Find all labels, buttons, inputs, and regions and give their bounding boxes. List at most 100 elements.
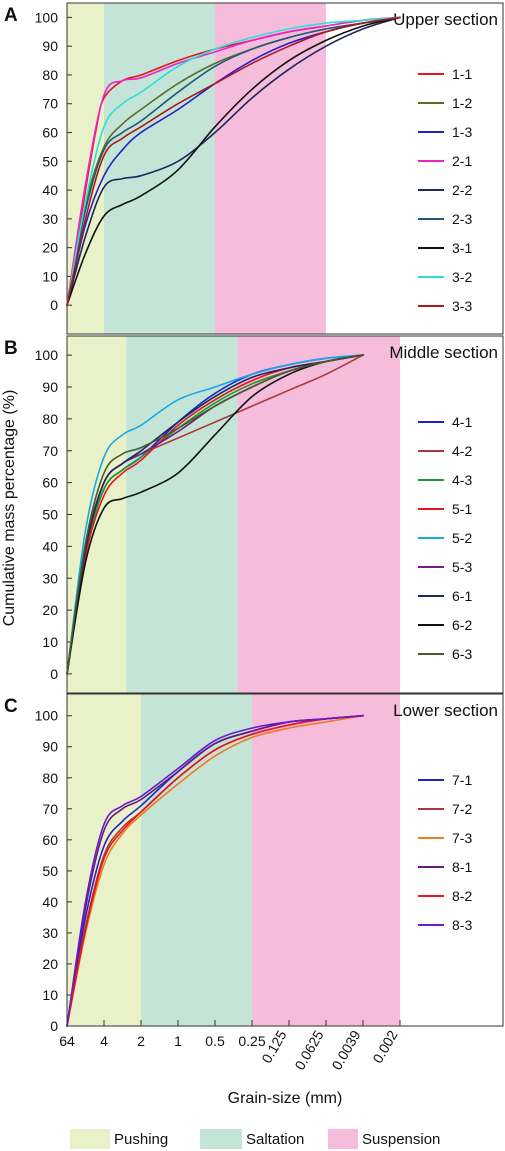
legend-label-8-1: 8-1 bbox=[452, 859, 472, 875]
y-tick-label: 90 bbox=[42, 739, 58, 755]
zone-suspension bbox=[215, 3, 326, 334]
panel-label: B bbox=[4, 338, 18, 359]
zone-legend-label-suspension: Suspension bbox=[362, 1131, 440, 1148]
y-tick-label: 30 bbox=[42, 211, 58, 227]
zone-suspension bbox=[252, 694, 400, 1026]
legend-label-7-2: 7-2 bbox=[452, 801, 472, 817]
series-line-7-3 bbox=[66, 714, 364, 1027]
x-tick-label: 0.0039 bbox=[328, 1027, 363, 1072]
section-title: Lower section bbox=[393, 701, 498, 720]
y-tick-label: 80 bbox=[42, 411, 58, 427]
y-tick-label: 100 bbox=[35, 708, 59, 724]
zone-saltation bbox=[126, 336, 238, 693]
y-tick-label: 40 bbox=[42, 182, 58, 198]
y-tick-label: 20 bbox=[42, 240, 58, 256]
y-tick-label: 90 bbox=[42, 379, 58, 395]
zone-legend-label-pushing: Pushing bbox=[114, 1131, 168, 1148]
y-tick-label: 10 bbox=[42, 268, 58, 284]
legend-label-8-3: 8-3 bbox=[452, 917, 472, 933]
series-line-6-3 bbox=[66, 354, 364, 675]
legend-label-5-3: 5-3 bbox=[452, 559, 472, 575]
zone-legend-swatch-saltation bbox=[200, 1129, 242, 1149]
y-tick-label: 20 bbox=[42, 956, 58, 972]
section-title: Middle section bbox=[389, 343, 498, 362]
y-tick-label: 10 bbox=[42, 634, 58, 650]
plot-frame bbox=[66, 2, 504, 335]
plot-frame bbox=[66, 693, 504, 1027]
zone-suspension bbox=[237, 336, 400, 693]
zone-legend-swatch-pushing bbox=[70, 1129, 110, 1149]
y-tick-label: 60 bbox=[42, 125, 58, 141]
y-tick-label: 50 bbox=[42, 153, 58, 169]
legend-label-6-3: 6-3 bbox=[452, 646, 472, 662]
y-tick-label: 60 bbox=[42, 832, 58, 848]
y-tick-label: 30 bbox=[42, 570, 58, 586]
legend-label-4-3: 4-3 bbox=[452, 472, 472, 488]
y-tick-label: 80 bbox=[42, 770, 58, 786]
y-tick-label: 40 bbox=[42, 894, 58, 910]
section-title: Upper section bbox=[393, 10, 498, 29]
x-tick-label: 0.0625 bbox=[291, 1027, 326, 1072]
series-legend: 7-1 7-2 7-3 8-1 8-2 8-3 bbox=[418, 772, 472, 933]
legend-label-1-1: 1-1 bbox=[452, 66, 472, 82]
x-tick-label: 4 bbox=[100, 1033, 108, 1049]
y-tick-label: 0 bbox=[50, 297, 58, 313]
zone-saltation bbox=[104, 3, 215, 334]
zone-legend: Pushing Saltation Suspension bbox=[70, 1129, 440, 1149]
x-tick-label: 1 bbox=[174, 1033, 182, 1049]
panel-label: C bbox=[4, 696, 18, 717]
legend-label-7-3: 7-3 bbox=[452, 830, 472, 846]
legend-label-2-2: 2-2 bbox=[452, 182, 472, 198]
legend-label-1-3: 1-3 bbox=[452, 124, 472, 140]
y-tick-label: 70 bbox=[42, 443, 58, 459]
legend-label-6-1: 6-1 bbox=[452, 588, 472, 604]
y-tick-label: 60 bbox=[42, 475, 58, 491]
series-line-5-2 bbox=[66, 354, 364, 675]
panel-label: A bbox=[4, 5, 18, 26]
legend-label-3-1: 3-1 bbox=[452, 240, 472, 256]
y-tick-label: 0 bbox=[50, 666, 58, 682]
x-tick-label: 2 bbox=[137, 1033, 145, 1049]
series-line-2-1 bbox=[66, 16, 401, 306]
y-tick-label: 0 bbox=[50, 1018, 58, 1034]
y-axis-title: Cumulative mass percentage (%) bbox=[1, 390, 18, 627]
x-tick-label: 0.5 bbox=[205, 1033, 225, 1049]
legend-label-4-1: 4-1 bbox=[452, 414, 472, 430]
panel-b: 0 10 20 30 40 50 60 70 80 90 100 B Middle section 4-1… bbox=[4, 335, 504, 694]
y-tick-label: 20 bbox=[42, 602, 58, 618]
y-tick-label: 100 bbox=[35, 347, 59, 363]
legend-label-4-2: 4-2 bbox=[452, 443, 472, 459]
series-line-8-2 bbox=[66, 714, 364, 1027]
series-line-2-2 bbox=[66, 16, 401, 306]
x-tick-label: 0.25 bbox=[238, 1033, 265, 1049]
legend-label-5-2: 5-2 bbox=[452, 530, 472, 546]
x-tick-label: 0.002 bbox=[369, 1027, 400, 1066]
legend-label-3-2: 3-2 bbox=[452, 269, 472, 285]
legend-label-3-3: 3-3 bbox=[452, 298, 472, 314]
legend-label-2-1: 2-1 bbox=[452, 153, 472, 169]
legend-label-8-2: 8-2 bbox=[452, 888, 472, 904]
zone-saltation bbox=[141, 694, 252, 1026]
y-tick-label: 50 bbox=[42, 507, 58, 523]
series-line-3-2 bbox=[66, 16, 401, 306]
zone-legend-swatch-suspension bbox=[328, 1129, 358, 1149]
legend-label-7-1: 7-1 bbox=[452, 772, 472, 788]
y-tick-label: 40 bbox=[42, 538, 58, 554]
series-line-2-3 bbox=[66, 16, 401, 306]
series-line-6-1 bbox=[66, 354, 364, 675]
legend-label-1-2: 1-2 bbox=[452, 95, 472, 111]
y-tick-label: 50 bbox=[42, 863, 58, 879]
y-tick-label: 100 bbox=[35, 9, 59, 25]
zone-legend-label-saltation: Saltation bbox=[246, 1131, 304, 1148]
series-line-6-2 bbox=[66, 354, 364, 675]
legend-label-6-2: 6-2 bbox=[452, 617, 472, 633]
legend-label-5-1: 5-1 bbox=[452, 501, 472, 517]
y-tick-label: 30 bbox=[42, 925, 58, 941]
y-tick-label: 90 bbox=[42, 38, 58, 54]
x-axis-title: Grain-size (mm) bbox=[228, 1090, 343, 1107]
y-tick-label: 70 bbox=[42, 801, 58, 817]
series-line-8-3 bbox=[66, 714, 364, 1027]
